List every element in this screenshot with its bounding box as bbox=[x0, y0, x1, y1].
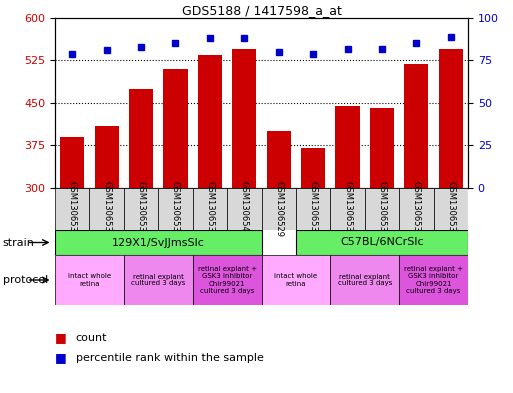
Bar bbox=[370, 108, 394, 188]
Text: C57BL/6NCrSlc: C57BL/6NCrSlc bbox=[340, 237, 424, 248]
Text: strain: strain bbox=[3, 237, 34, 248]
Bar bbox=[330, 188, 365, 230]
Text: GSM1306536: GSM1306536 bbox=[102, 181, 111, 237]
Bar bbox=[193, 188, 227, 230]
Text: ■: ■ bbox=[55, 351, 67, 364]
Text: retinal explant
cultured 3 days: retinal explant cultured 3 days bbox=[131, 274, 185, 286]
Bar bbox=[193, 255, 262, 305]
Bar bbox=[164, 69, 188, 188]
Bar bbox=[158, 188, 193, 230]
Text: intact whole
retina: intact whole retina bbox=[274, 274, 318, 286]
Bar bbox=[399, 255, 468, 305]
Text: GSM1306540: GSM1306540 bbox=[240, 181, 249, 237]
Text: GSM1306539: GSM1306539 bbox=[205, 181, 214, 237]
Bar bbox=[404, 64, 428, 188]
Text: percentile rank within the sample: percentile rank within the sample bbox=[75, 353, 263, 363]
Title: GDS5188 / 1417598_a_at: GDS5188 / 1417598_a_at bbox=[182, 4, 342, 17]
Bar bbox=[55, 188, 89, 230]
Text: GSM1306535: GSM1306535 bbox=[68, 181, 77, 237]
Bar bbox=[365, 188, 399, 230]
Bar bbox=[399, 188, 433, 230]
Bar bbox=[439, 49, 463, 188]
Text: 129X1/SvJJmsSlc: 129X1/SvJJmsSlc bbox=[112, 237, 205, 248]
Bar bbox=[262, 255, 330, 305]
Bar bbox=[296, 188, 330, 230]
Bar bbox=[55, 230, 262, 255]
Bar bbox=[227, 188, 262, 230]
Text: retinal explant
cultured 3 days: retinal explant cultured 3 days bbox=[338, 274, 392, 286]
Bar bbox=[94, 126, 119, 188]
Bar bbox=[301, 148, 325, 188]
Text: GSM1306529: GSM1306529 bbox=[274, 181, 283, 237]
Bar bbox=[124, 255, 193, 305]
Text: GSM1306534: GSM1306534 bbox=[446, 181, 456, 237]
Text: GSM1306537: GSM1306537 bbox=[136, 181, 146, 237]
Text: GSM1306532: GSM1306532 bbox=[378, 181, 386, 237]
Text: ■: ■ bbox=[55, 332, 67, 345]
Bar bbox=[232, 49, 256, 188]
Bar bbox=[60, 137, 84, 188]
Text: GSM1306533: GSM1306533 bbox=[412, 181, 421, 237]
Text: GSM1306538: GSM1306538 bbox=[171, 181, 180, 237]
Bar bbox=[330, 255, 399, 305]
Bar bbox=[433, 188, 468, 230]
Bar bbox=[296, 230, 468, 255]
Bar bbox=[198, 55, 222, 188]
Bar bbox=[124, 188, 158, 230]
Text: retinal explant +
GSK3 inhibitor
Chir99021
cultured 3 days: retinal explant + GSK3 inhibitor Chir990… bbox=[198, 266, 256, 294]
Bar bbox=[129, 89, 153, 188]
Text: GSM1306531: GSM1306531 bbox=[343, 181, 352, 237]
Text: protocol: protocol bbox=[3, 275, 48, 285]
Bar bbox=[89, 188, 124, 230]
Text: intact whole
retina: intact whole retina bbox=[68, 274, 111, 286]
Bar bbox=[55, 255, 124, 305]
Text: retinal explant +
GSK3 inhibitor
Chir99021
cultured 3 days: retinal explant + GSK3 inhibitor Chir990… bbox=[404, 266, 463, 294]
Text: GSM1306530: GSM1306530 bbox=[309, 181, 318, 237]
Bar bbox=[262, 188, 296, 230]
Bar bbox=[336, 106, 360, 188]
Text: count: count bbox=[75, 333, 107, 343]
Bar bbox=[267, 131, 291, 188]
